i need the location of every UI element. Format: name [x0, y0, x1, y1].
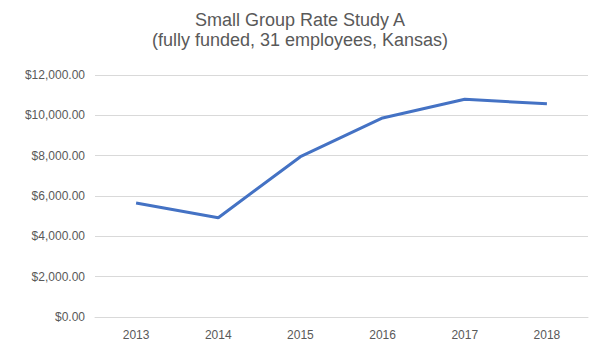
svg-text:(fully funded, 31 employees, K: (fully funded, 31 employees, Kansas) — [152, 30, 448, 50]
svg-text:2017: 2017 — [451, 328, 478, 342]
svg-text:Small Group Rate Study A: Small Group Rate Study A — [195, 10, 405, 30]
svg-text:2016: 2016 — [369, 328, 396, 342]
svg-text:2015: 2015 — [287, 328, 314, 342]
svg-text:$8,000.00: $8,000.00 — [32, 149, 86, 163]
svg-text:$6,000.00: $6,000.00 — [32, 189, 86, 203]
svg-text:2014: 2014 — [205, 328, 232, 342]
svg-text:2013: 2013 — [123, 328, 150, 342]
svg-text:$10,000.00: $10,000.00 — [25, 108, 85, 122]
svg-text:2018: 2018 — [534, 328, 561, 342]
svg-text:$4,000.00: $4,000.00 — [32, 229, 86, 243]
svg-text:$12,000.00: $12,000.00 — [25, 68, 85, 82]
svg-text:$2,000.00: $2,000.00 — [32, 270, 86, 284]
svg-text:$0.00: $0.00 — [55, 310, 85, 324]
